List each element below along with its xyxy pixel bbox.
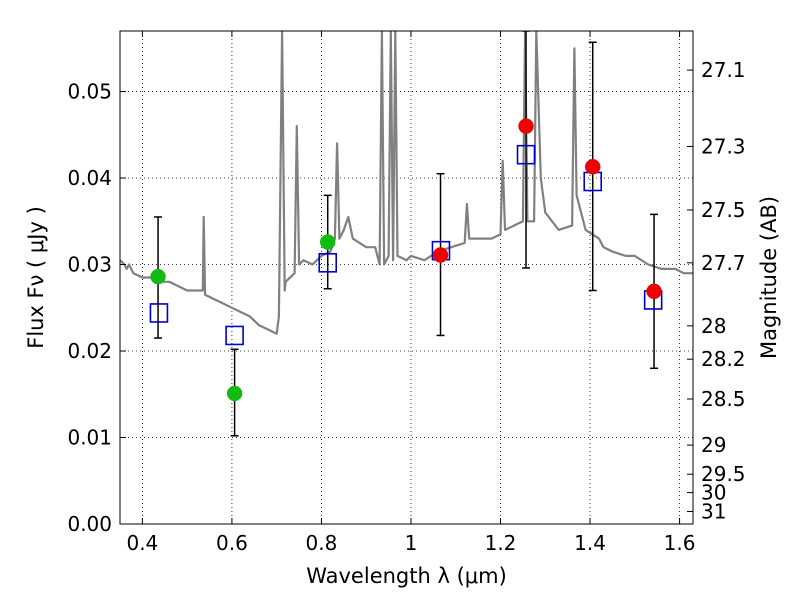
y2-tick-label: 28.5 (701, 387, 746, 411)
y-tick-label: 0.02 (67, 339, 112, 363)
model-square-point (516, 144, 536, 165)
y2-tick-label: 30 (701, 481, 726, 505)
x-axis-label: Wavelength λ (μm) (306, 564, 507, 588)
y2-tick-label: 27.3 (701, 134, 746, 158)
y2-tick-label: 27.1 (701, 58, 746, 82)
y2-tick-label: 28 (701, 314, 726, 338)
data-point (150, 268, 166, 285)
x-tick-label: 0.6 (216, 531, 248, 555)
x-tick-label: 0.4 (126, 531, 158, 555)
y-tick-label: 0.03 (67, 253, 112, 277)
data-point (584, 159, 601, 175)
x-tick-label: 1 (405, 531, 418, 555)
y2-tick-label: 29.5 (701, 462, 746, 486)
y-tick-label: 0.04 (67, 166, 112, 190)
x-tick-label: 0.8 (306, 531, 338, 555)
data-point (319, 234, 336, 250)
y2-axis-label: Magnitude (AB) (757, 196, 781, 359)
x-tick-label: 1.4 (574, 531, 606, 555)
data-point (518, 118, 534, 134)
data-point (432, 247, 449, 263)
plot-frame (119, 30, 694, 525)
model-square-point (225, 325, 244, 346)
y-axis: 0.00 0.01 0.02 0.03 0.04 0.05 (67, 80, 126, 536)
y2-tick-label: 29 (701, 433, 726, 457)
y-axis-label: Flux Fν ( μJy ) (24, 206, 48, 349)
y2-tick-label: 27.7 (701, 251, 746, 275)
model-square-point (318, 252, 338, 273)
y-tick-label: 0.00 (67, 512, 112, 536)
data-point (646, 283, 662, 300)
y2-tick-label: 28.2 (701, 347, 746, 371)
y2-tick-label: 27.5 (701, 198, 746, 222)
x-axis: 0.4 0.6 0.8 1 1.2 1.4 1.6 (126, 31, 695, 555)
y2-tick-label: 31 (701, 499, 726, 523)
spectrum-line (120, 31, 693, 335)
y-tick-label: 0.01 (67, 426, 112, 450)
x-tick-label: 1.2 (485, 531, 517, 555)
model-square-point (149, 303, 169, 323)
x-tick-label: 1.6 (664, 531, 696, 555)
y-tick-label: 0.05 (67, 80, 112, 104)
data-point (226, 385, 243, 402)
plot-data (120, 31, 693, 437)
